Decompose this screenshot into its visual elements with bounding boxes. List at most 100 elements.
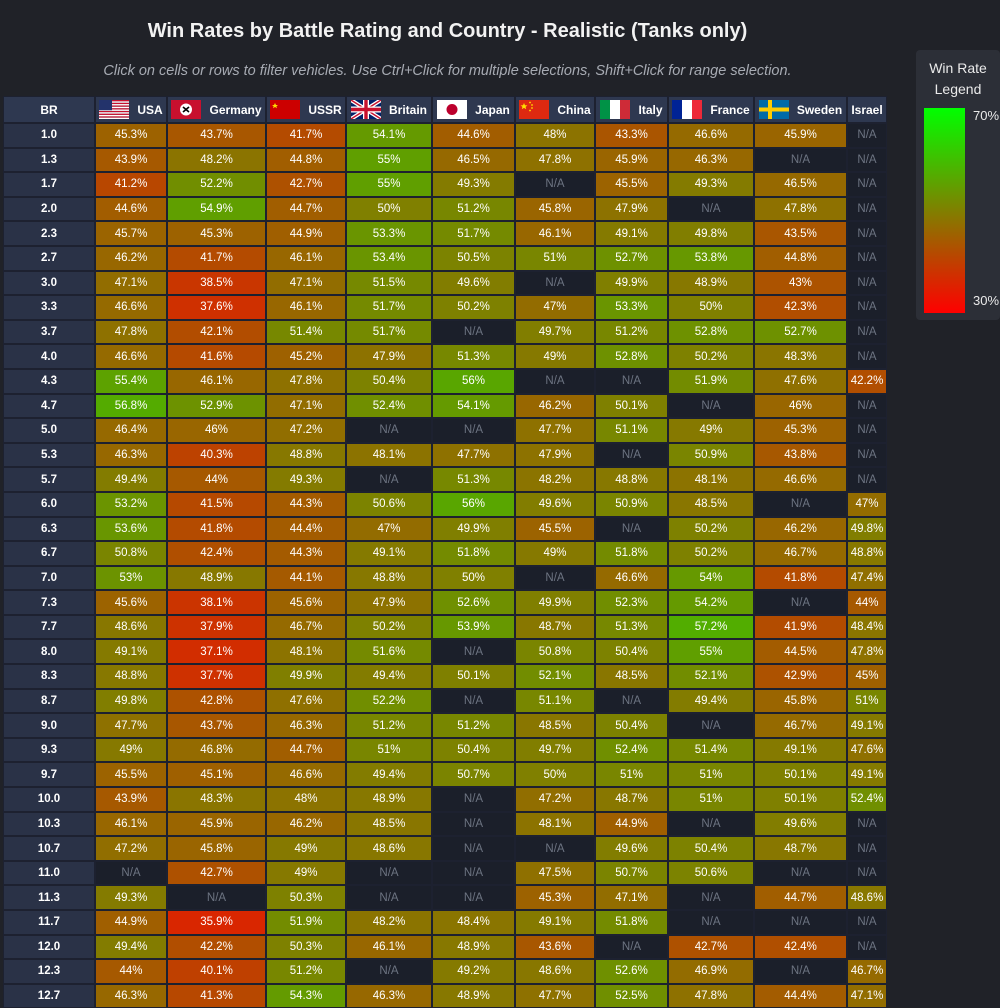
- heatmap-cell-usa[interactable]: 56.8%: [95, 394, 167, 419]
- heatmap-cell-china[interactable]: 46.2%: [515, 394, 595, 419]
- br-row-label[interactable]: 5.7: [3, 467, 95, 492]
- heatmap-cell-usa[interactable]: 45.3%: [95, 123, 167, 148]
- heatmap-cell-germany[interactable]: 37.9%: [167, 615, 266, 640]
- heatmap-cell-sweden[interactable]: 48.3%: [754, 344, 847, 369]
- heatmap-cell-usa[interactable]: 48.6%: [95, 615, 167, 640]
- heatmap-cell-israel[interactable]: 47%: [847, 492, 887, 517]
- heatmap-cell-usa[interactable]: N/A: [95, 861, 167, 886]
- heatmap-cell-britain[interactable]: 50.6%: [346, 492, 432, 517]
- heatmap-cell-japan[interactable]: 53.9%: [432, 615, 515, 640]
- heatmap-cell-france[interactable]: 50.4%: [668, 836, 754, 861]
- heatmap-cell-italy[interactable]: 45.5%: [595, 172, 668, 197]
- table-row[interactable]: 3.7 47.8% 42.1% 51.4% 51.7% N/A 49.7% 51.2% 52.8…: [3, 320, 887, 345]
- heatmap-cell-usa[interactable]: 49.4%: [95, 467, 167, 492]
- heatmap-cell-sweden[interactable]: 44.7%: [754, 885, 847, 910]
- heatmap-cell-france[interactable]: N/A: [668, 910, 754, 935]
- heatmap-cell-usa[interactable]: 41.2%: [95, 172, 167, 197]
- column-header-israel[interactable]: Israel: [847, 96, 887, 123]
- br-row-label[interactable]: 4.7: [3, 394, 95, 419]
- br-row-label[interactable]: 7.3: [3, 590, 95, 615]
- table-row[interactable]: 10.0 43.9% 48.3% 48% 48.9% N/A 47.2% 48.7% 51% 50…: [3, 787, 887, 812]
- heatmap-cell-usa[interactable]: 49%: [95, 738, 167, 763]
- table-row[interactable]: 5.3 46.3% 40.3% 48.8% 48.1% 47.7% 47.9% N/A 50.9…: [3, 443, 887, 468]
- heatmap-cell-china[interactable]: 47%: [515, 295, 595, 320]
- heatmap-cell-france[interactable]: 50.2%: [668, 344, 754, 369]
- br-row-label[interactable]: 3.7: [3, 320, 95, 345]
- heatmap-cell-japan[interactable]: N/A: [432, 836, 515, 861]
- heatmap-cell-france[interactable]: 51%: [668, 762, 754, 787]
- heatmap-cell-italy[interactable]: 51.3%: [595, 615, 668, 640]
- heatmap-cell-britain[interactable]: 53.4%: [346, 246, 432, 271]
- heatmap-cell-germany[interactable]: 52.2%: [167, 172, 266, 197]
- heatmap-cell-usa[interactable]: 48.8%: [95, 664, 167, 689]
- heatmap-cell-germany[interactable]: 41.7%: [167, 246, 266, 271]
- heatmap-cell-italy[interactable]: 53.3%: [595, 295, 668, 320]
- br-row-label[interactable]: 3.3: [3, 295, 95, 320]
- heatmap-cell-china[interactable]: 48.1%: [515, 812, 595, 837]
- heatmap-cell-france[interactable]: 46.9%: [668, 959, 754, 984]
- table-row[interactable]: 9.7 45.5% 45.1% 46.6% 49.4% 50.7% 50% 51% 51% 50.…: [3, 762, 887, 787]
- heatmap-cell-france[interactable]: 51.9%: [668, 369, 754, 394]
- heatmap-cell-japan[interactable]: 47.7%: [432, 443, 515, 468]
- heatmap-cell-usa[interactable]: 45.6%: [95, 590, 167, 615]
- heatmap-cell-usa[interactable]: 53%: [95, 566, 167, 591]
- heatmap-cell-italy[interactable]: 47.1%: [595, 885, 668, 910]
- heatmap-cell-sweden[interactable]: 41.8%: [754, 566, 847, 591]
- heatmap-cell-italy[interactable]: 52.4%: [595, 738, 668, 763]
- heatmap-cell-china[interactable]: N/A: [515, 836, 595, 861]
- heatmap-cell-japan[interactable]: 51.2%: [432, 713, 515, 738]
- heatmap-cell-usa[interactable]: 44%: [95, 959, 167, 984]
- heatmap-cell-china[interactable]: 49.9%: [515, 590, 595, 615]
- heatmap-cell-sweden[interactable]: N/A: [754, 959, 847, 984]
- heatmap-cell-germany[interactable]: 41.5%: [167, 492, 266, 517]
- heatmap-cell-china[interactable]: 51%: [515, 246, 595, 271]
- br-row-label[interactable]: 9.0: [3, 713, 95, 738]
- heatmap-cell-sweden[interactable]: 48.7%: [754, 836, 847, 861]
- heatmap-cell-israel[interactable]: N/A: [847, 394, 887, 419]
- heatmap-cell-israel[interactable]: N/A: [847, 467, 887, 492]
- br-row-label[interactable]: 6.0: [3, 492, 95, 517]
- heatmap-cell-ussr[interactable]: 46.2%: [266, 812, 346, 837]
- heatmap-cell-germany[interactable]: 41.6%: [167, 344, 266, 369]
- table-row[interactable]: 11.7 44.9% 35.9% 51.9% 48.2% 48.4% 49.1% 51.8% N…: [3, 910, 887, 935]
- heatmap-cell-japan[interactable]: 49.6%: [432, 271, 515, 296]
- heatmap-cell-japan[interactable]: 50%: [432, 566, 515, 591]
- heatmap-cell-israel[interactable]: 49.8%: [847, 517, 887, 542]
- heatmap-cell-sweden[interactable]: N/A: [754, 148, 847, 173]
- heatmap-cell-britain[interactable]: 47.9%: [346, 590, 432, 615]
- heatmap-cell-china[interactable]: 47.7%: [515, 418, 595, 443]
- heatmap-cell-sweden[interactable]: 44.8%: [754, 246, 847, 271]
- heatmap-cell-germany[interactable]: 54.9%: [167, 197, 266, 222]
- heatmap-cell-china[interactable]: 49%: [515, 344, 595, 369]
- table-row[interactable]: 9.0 47.7% 43.7% 46.3% 51.2% 51.2% 48.5% 50.4% N/…: [3, 713, 887, 738]
- heatmap-cell-germany[interactable]: 43.7%: [167, 123, 266, 148]
- heatmap-cell-italy[interactable]: 51.8%: [595, 910, 668, 935]
- heatmap-cell-usa[interactable]: 46.6%: [95, 344, 167, 369]
- heatmap-cell-germany[interactable]: 42.2%: [167, 935, 266, 960]
- heatmap-cell-france[interactable]: N/A: [668, 713, 754, 738]
- heatmap-cell-italy[interactable]: 49.9%: [595, 271, 668, 296]
- table-row[interactable]: 10.3 46.1% 45.9% 46.2% 48.5% N/A 48.1% 44.9% N/A…: [3, 812, 887, 837]
- heatmap-cell-israel[interactable]: 42.2%: [847, 369, 887, 394]
- heatmap-cell-israel[interactable]: 51%: [847, 689, 887, 714]
- heatmap-cell-japan[interactable]: 50.2%: [432, 295, 515, 320]
- heatmap-cell-sweden[interactable]: 49.6%: [754, 812, 847, 837]
- heatmap-cell-france[interactable]: 42.7%: [668, 935, 754, 960]
- heatmap-cell-italy[interactable]: 48.5%: [595, 664, 668, 689]
- heatmap-cell-sweden[interactable]: 50.1%: [754, 787, 847, 812]
- heatmap-cell-japan[interactable]: 51.2%: [432, 197, 515, 222]
- heatmap-cell-germany[interactable]: 48.2%: [167, 148, 266, 173]
- br-row-label[interactable]: 6.7: [3, 541, 95, 566]
- heatmap-cell-israel[interactable]: N/A: [847, 295, 887, 320]
- heatmap-cell-france[interactable]: 52.8%: [668, 320, 754, 345]
- heatmap-cell-china[interactable]: 47.8%: [515, 148, 595, 173]
- heatmap-cell-usa[interactable]: 46.3%: [95, 443, 167, 468]
- table-row[interactable]: 5.0 46.4% 46% 47.2% N/A N/A 47.7% 51.1% 49% 45.3%…: [3, 418, 887, 443]
- heatmap-cell-china[interactable]: 45.8%: [515, 197, 595, 222]
- heatmap-cell-britain[interactable]: 52.2%: [346, 689, 432, 714]
- heatmap-cell-germany[interactable]: 44%: [167, 467, 266, 492]
- heatmap-cell-japan[interactable]: 50.7%: [432, 762, 515, 787]
- heatmap-cell-china[interactable]: 48.6%: [515, 959, 595, 984]
- heatmap-cell-israel[interactable]: 47.6%: [847, 738, 887, 763]
- table-row[interactable]: 4.7 56.8% 52.9% 47.1% 52.4% 54.1% 46.2% 50.1% N/…: [3, 394, 887, 419]
